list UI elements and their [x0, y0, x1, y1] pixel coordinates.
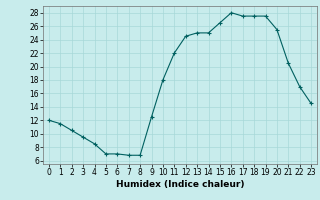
X-axis label: Humidex (Indice chaleur): Humidex (Indice chaleur) — [116, 180, 244, 189]
